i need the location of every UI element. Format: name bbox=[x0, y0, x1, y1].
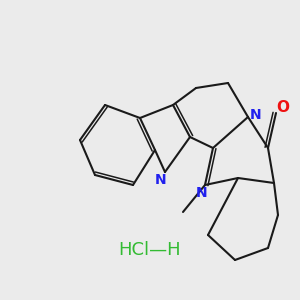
Text: N: N bbox=[250, 108, 262, 122]
Text: N: N bbox=[155, 173, 167, 187]
Text: N: N bbox=[196, 186, 208, 200]
Text: HCl—H: HCl—H bbox=[119, 241, 181, 259]
Text: O: O bbox=[277, 100, 290, 116]
